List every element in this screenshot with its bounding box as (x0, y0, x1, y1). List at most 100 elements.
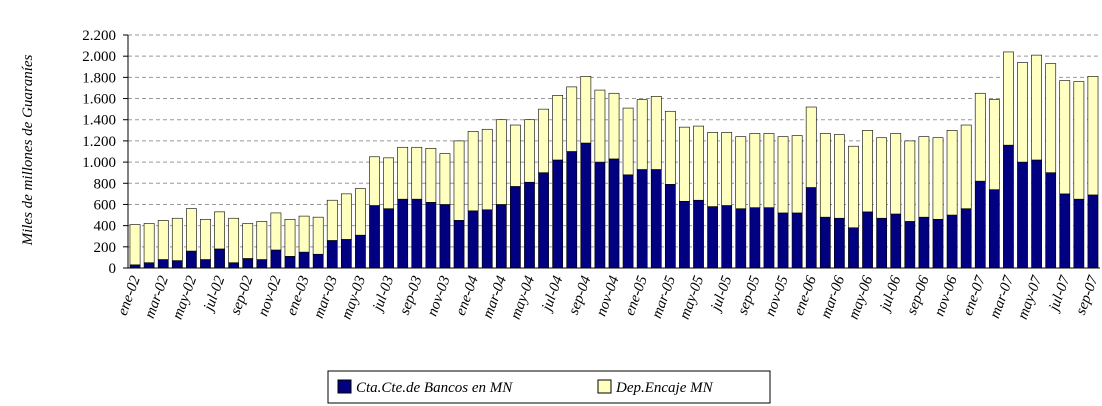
legend-swatch (337, 379, 352, 394)
bar-segment (960, 208, 972, 269)
bar-segment (157, 220, 169, 260)
bar-segment (340, 239, 352, 269)
bar-segment (946, 130, 958, 216)
bar-segment (200, 218, 211, 260)
bar-segment (397, 198, 409, 269)
legend-label: Dep.Encaje MN (615, 380, 714, 396)
bar-segment (1017, 161, 1028, 269)
bar-segment (848, 145, 859, 229)
bar-segment (256, 221, 268, 260)
bar-segment (524, 181, 535, 269)
bar-segment (242, 223, 254, 259)
bar-segment (312, 253, 324, 269)
bar-segment (411, 198, 423, 269)
bar-segment (425, 148, 437, 203)
bar-segment (862, 211, 873, 269)
bar-segment (693, 125, 704, 201)
bar-segment (270, 212, 282, 251)
bar-segment (566, 151, 578, 269)
x-tick-label: may-07 (1015, 272, 1046, 321)
bar-segment (538, 172, 549, 269)
bar-segment (763, 133, 775, 208)
x-tick-label: nov-06 (932, 273, 961, 318)
bar-segment (650, 96, 662, 170)
bar-segment (749, 133, 761, 208)
bar-segment (171, 217, 183, 261)
bar-segment (326, 240, 338, 269)
x-tick-label: mar-04 (480, 273, 510, 320)
x-tick-label: nov-02 (255, 273, 284, 318)
bar-segment (1017, 62, 1028, 163)
bar-segment (1045, 172, 1057, 269)
y-axis-label: Miles de millones de Guaraníes (20, 54, 36, 246)
x-tick-label: mar-06 (818, 273, 848, 320)
bar-segment (664, 110, 676, 185)
bar-segment (890, 213, 902, 269)
bar-segment (735, 208, 747, 269)
bar-segment (129, 224, 141, 266)
x-tick-label: jul-06 (877, 273, 905, 314)
bar-segment (312, 216, 324, 255)
bar-segment (890, 133, 902, 215)
x-tick-label: nov-04 (593, 273, 622, 318)
x-tick-label: jul-05 (707, 273, 735, 314)
bar-segment (186, 250, 197, 269)
bar-segment (270, 249, 282, 269)
bar-segment (805, 187, 817, 269)
bar-segment (397, 146, 409, 200)
bar-segment (988, 189, 1000, 269)
bar-segment (580, 76, 592, 144)
bar-segment (369, 156, 380, 206)
y-tick-label: 1.200 (82, 134, 116, 150)
bar-segment (848, 227, 859, 269)
bar-segment (1073, 198, 1085, 269)
bar-segment (918, 136, 930, 218)
bar-segment (608, 92, 620, 160)
bar-segment (552, 95, 564, 161)
y-tick-label: 2.200 (82, 28, 116, 44)
bar-segment (876, 217, 888, 269)
bar-segment (960, 124, 972, 209)
bar-segment (228, 262, 240, 269)
x-tick-label: ene-07 (960, 272, 990, 317)
bar-segment (453, 140, 465, 221)
bar-segment (693, 199, 704, 269)
bar-segment (524, 119, 535, 183)
bar-segment (918, 216, 930, 269)
x-tick-label: sep-03 (397, 274, 426, 317)
y-tick-label: 1.800 (82, 70, 116, 86)
bar-segment (988, 99, 1000, 190)
x-tick-label: jul-07 (1046, 272, 1074, 314)
bar-segment (1087, 76, 1099, 196)
legend-swatch (597, 379, 612, 394)
x-tick-label: sep-02 (228, 273, 257, 317)
bar-segment (834, 134, 845, 219)
bar-segment (974, 180, 986, 269)
y-tick-label: 1.600 (82, 92, 116, 108)
bar-segment (707, 132, 718, 207)
bar-segment (904, 140, 916, 222)
bar-segment (467, 210, 479, 269)
x-tick-label: nov-05 (763, 273, 792, 318)
y-tick-label: 800 (94, 176, 117, 192)
x-tick-label: sep-05 (735, 273, 764, 317)
bar-segment (200, 259, 211, 269)
x-tick-label: jul-02 (200, 273, 228, 314)
bar-segment (636, 169, 648, 269)
x-tick-label: ene-06 (791, 273, 820, 317)
bar-segment (453, 220, 465, 269)
bar-segment (383, 208, 394, 269)
bar-segment (467, 131, 479, 212)
bar-segment (580, 142, 592, 269)
bar-segment (974, 92, 986, 182)
x-tick-label: mar-02 (142, 273, 172, 320)
x-tick-label: mar-07 (987, 272, 1018, 320)
bar-segment (1031, 54, 1042, 161)
x-tick-label: ene-04 (453, 273, 482, 317)
bar-segment (495, 204, 507, 269)
bar-segment (679, 126, 690, 202)
bar-segment (904, 221, 916, 269)
x-tick-label: sep-07 (1073, 272, 1102, 316)
bar-segment (622, 107, 634, 176)
bar-segment (721, 205, 733, 269)
